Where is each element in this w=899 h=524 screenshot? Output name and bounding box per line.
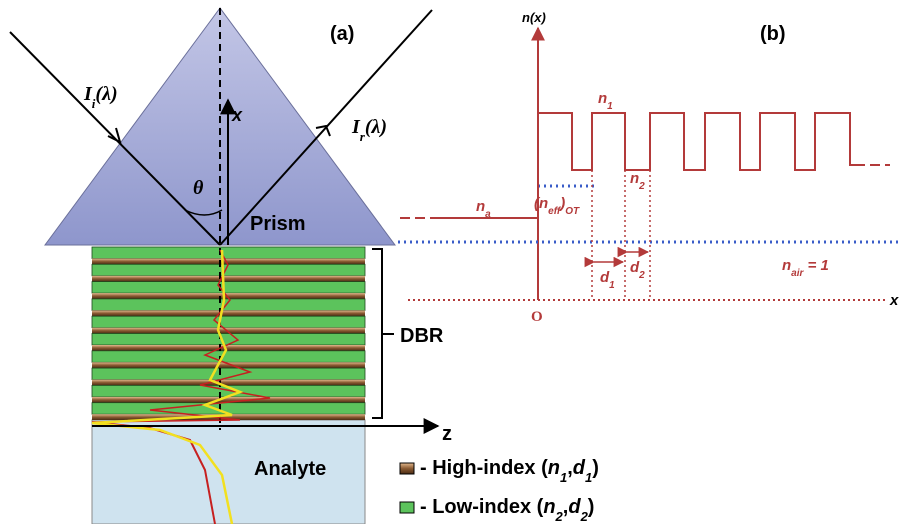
legend-sub: 1: [585, 470, 592, 485]
low-index-layer: [92, 316, 365, 328]
low-index-layer: [92, 351, 365, 363]
incident-label: Ii(λ): [83, 83, 118, 111]
label-sub: a: [485, 209, 491, 220]
legend-part: ): [592, 457, 599, 479]
axis-label: x: [889, 292, 899, 309]
label-part: n: [598, 90, 607, 107]
label-sub: 1: [607, 101, 613, 112]
y-axis-label: n(x): [522, 10, 546, 25]
d1-label: d1: [600, 269, 615, 291]
figure: (a) Ii(λ) Ir(λ) x θ Prism DBR z Analyte …: [0, 0, 899, 524]
prism-label: Prism: [250, 213, 306, 235]
legend-part: ): [588, 496, 595, 518]
dbr-label: DBR: [400, 325, 444, 347]
high-index-layer: [92, 310, 365, 316]
index-profile: [430, 113, 855, 218]
na-label: na: [476, 198, 491, 220]
analyte-label: Analyte: [254, 458, 326, 480]
label-part: n: [476, 198, 485, 215]
legend-entry: - Low-index (n2,d2): [420, 496, 594, 524]
label-part: (λ): [365, 116, 387, 138]
legend-part: d: [573, 457, 586, 479]
low-index-layer: [92, 247, 365, 259]
high-index-layer: [92, 380, 365, 386]
label-sub: 1: [609, 280, 615, 291]
high-index-layer: [92, 345, 365, 351]
label-sub: OT: [565, 206, 580, 217]
legend-swatch: [400, 502, 414, 513]
label-part: (λ): [95, 83, 117, 105]
axis-label: x: [231, 105, 243, 125]
low-index-layer: [92, 282, 365, 294]
legend-swatch: [400, 463, 414, 474]
label-sub: 2: [638, 181, 645, 192]
label-part: (n: [534, 195, 548, 212]
legend-part: - Low-index (: [420, 496, 544, 518]
low-index-layer: [92, 264, 365, 276]
n1-label: n1: [598, 90, 613, 112]
legend-part: n: [548, 457, 560, 479]
panel-label: (a): [330, 23, 354, 45]
label-part: n: [782, 257, 791, 274]
legend-part: - High-index (: [420, 457, 548, 479]
legend-entry: - High-index (n1,d1): [420, 457, 599, 485]
low-index-layer: [92, 299, 365, 311]
low-index-layer: [92, 334, 365, 346]
nair-label: nair = 1: [782, 257, 829, 279]
legend-sub: 1: [560, 470, 567, 485]
neff-label: (neff)OT: [534, 195, 580, 217]
label-part: ): [558, 195, 565, 212]
dbr-bracket: [372, 249, 394, 418]
reflected-label: Ir(λ): [351, 116, 387, 144]
legend-part: d: [568, 496, 581, 518]
origin-label: O: [531, 309, 543, 325]
high-index-layer: [92, 276, 365, 282]
ray-arrow: [108, 128, 120, 142]
label-sub: 2: [638, 270, 645, 281]
label-part: = 1: [803, 257, 828, 274]
d2-label: d2: [630, 259, 645, 281]
n2-label: n2: [630, 170, 645, 192]
angle-label: θ: [193, 177, 204, 199]
label-part: n: [630, 170, 639, 187]
axis-label: z: [442, 423, 452, 445]
panel-label: (b): [760, 23, 786, 45]
dbr-stack: [92, 247, 365, 420]
legend-part: n: [543, 496, 555, 518]
high-index-layer: [92, 259, 365, 265]
